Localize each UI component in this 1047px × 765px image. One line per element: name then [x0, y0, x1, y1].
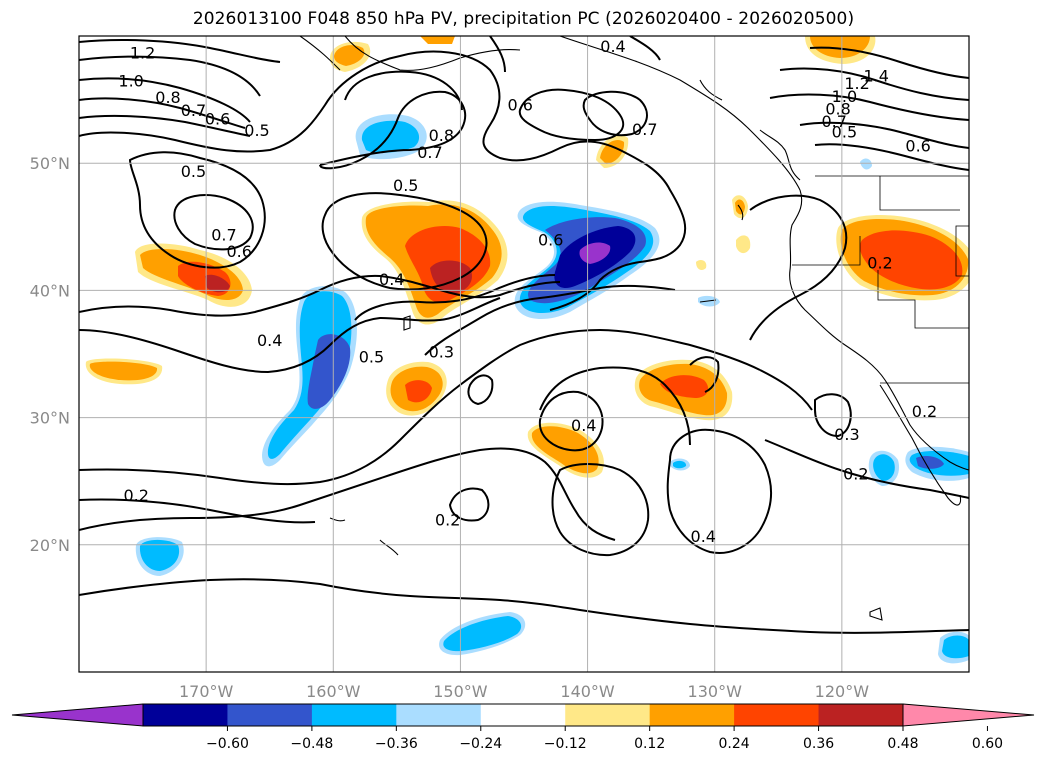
- contour-label: 0.4: [571, 416, 596, 435]
- contour-label: 1.0: [832, 87, 857, 106]
- colorbar-lower-extension: [11, 703, 144, 727]
- colorbar-tick-label: 0.36: [803, 736, 834, 752]
- contour-label: 0.6: [538, 231, 563, 250]
- latitude-tick-label: 20°N: [30, 536, 70, 555]
- contour-label: 0.8: [429, 126, 454, 145]
- colorbar-tick-label: 0.12: [634, 736, 665, 752]
- colorbar-tick-label: −0.12: [544, 736, 587, 752]
- contour-label: 0.6: [905, 136, 930, 155]
- colorbar-upper-extension: [902, 703, 1035, 727]
- contour-label: 0.2: [912, 402, 937, 421]
- colorbar-segment: [818, 704, 904, 726]
- contour-label: 0.8: [155, 88, 180, 107]
- colorbar-segment: [227, 704, 313, 726]
- contour-label: 0.7: [822, 112, 847, 131]
- contour-label: 0.4: [691, 527, 716, 546]
- colorbar-segment: [311, 704, 397, 726]
- contour-label: 0.2: [435, 510, 460, 529]
- colorbar-tick-label: −0.24: [459, 736, 502, 752]
- contour-label: 1.2: [844, 74, 869, 93]
- contour-label: 0.6: [205, 110, 230, 129]
- contour-label: 0.8: [825, 100, 850, 119]
- coastlines: [299, 36, 969, 621]
- colorbar-tick-label: 0.60: [972, 736, 1003, 752]
- contour-label: 0.5: [244, 121, 269, 140]
- contour-label: 0.4: [379, 270, 404, 289]
- colorbar-tick-label: −0.48: [290, 736, 333, 752]
- longitude-tick-label: 150°W: [433, 682, 488, 701]
- contour-label: 0.2: [123, 486, 148, 505]
- pv-contours: [79, 36, 969, 634]
- colorbar-tick-label: 0.48: [887, 736, 918, 752]
- contour-label: 1.2: [130, 44, 155, 63]
- contour-label: 0.2: [867, 253, 892, 272]
- contour-label: 0.7: [211, 225, 236, 244]
- gridlines: [79, 36, 969, 672]
- colorbar-segment: [649, 704, 735, 726]
- contour-label: 0.4: [257, 331, 282, 350]
- latitude-tick-label: 30°N: [30, 409, 70, 428]
- longitude-tick-label: 160°W: [306, 682, 361, 701]
- contour-label: 0.3: [429, 342, 454, 361]
- contour-labels: 1.21.00.80.70.60.50.50.70.60.80.70.60.70…: [118, 37, 937, 546]
- longitude-tick-label: 130°W: [688, 682, 743, 701]
- longitude-tick-labels: 170°W 160°W 150°W 140°W 130°W 120°W: [179, 682, 869, 701]
- contour-label: 0.5: [832, 122, 857, 141]
- latitude-tick-labels: 20°N 30°N 40°N 50°N: [30, 154, 70, 555]
- contour-label: 0.7: [632, 120, 657, 139]
- colorbar-segment: [480, 704, 566, 726]
- colorbar-tick-label: −0.36: [375, 736, 418, 752]
- contour-label: 0.5: [359, 348, 384, 367]
- contour-label: 0.5: [181, 162, 206, 181]
- map-frame: [78, 35, 970, 673]
- colorbar-tick-label: 0.24: [719, 736, 750, 752]
- figure-title: 2026013100 F048 850 hPa PV, precipitatio…: [192, 9, 855, 29]
- colorbar-segment: [734, 704, 820, 726]
- colorbar-tick-label: −0.60: [206, 736, 249, 752]
- contour-label: 0.7: [181, 101, 206, 120]
- contour-label: 0.6: [507, 96, 532, 115]
- contour-label: 0.4: [600, 37, 625, 56]
- precipitation-shading: [85, 36, 969, 664]
- map-background: [79, 36, 969, 672]
- contour-label: 1.4: [863, 66, 888, 85]
- colorbar-segment: [565, 704, 651, 726]
- latitude-tick-label: 50°N: [30, 154, 70, 173]
- longitude-tick-label: 120°W: [815, 682, 870, 701]
- longitude-tick-label: 170°W: [179, 682, 234, 701]
- colorbar-outline: [142, 703, 904, 727]
- contour-label: 0.5: [393, 176, 418, 195]
- longitude-tick-label: 140°W: [560, 682, 615, 701]
- colorbar: −0.60 −0.48 −0.36 −0.24 −0.12 0.12 0.24 0.36 0.4…: [11, 703, 1035, 752]
- contour-label: 0.2: [843, 465, 868, 484]
- latitude-tick-label: 40°N: [30, 281, 70, 300]
- contour-label: 0.6: [226, 242, 251, 261]
- colorbar-segment: [396, 704, 482, 726]
- contour-label: 0.7: [417, 143, 442, 162]
- colorbar-segment: [143, 704, 228, 726]
- contour-label: 1.0: [118, 72, 143, 91]
- contour-label: 0.3: [834, 425, 859, 444]
